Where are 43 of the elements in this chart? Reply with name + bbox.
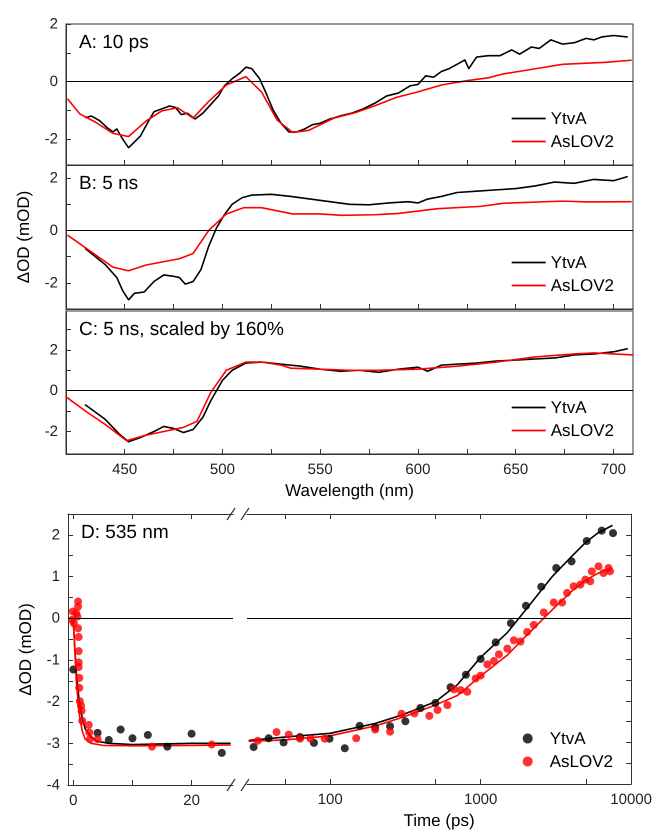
chart-title: A: 10 ps [79, 32, 149, 53]
y-axis-title: ΔOD (mOD) [14, 190, 33, 284]
y-tick-label: -1 [46, 651, 60, 668]
y-tick-label: -2 [44, 274, 58, 292]
y-tick-label: -4 [46, 776, 60, 794]
x-tick-label: 700 [600, 461, 626, 478]
y-tick-label: 0 [50, 382, 58, 400]
y-tick-label: 1 [52, 568, 60, 586]
legend-label: AsLOV2 [550, 752, 613, 771]
y-tick-label: -2 [44, 130, 58, 148]
legend-label: AsLOV2 [550, 421, 614, 440]
chart-title: B: 5 ns [79, 173, 138, 194]
x-tick-label: 650 [503, 461, 528, 478]
legend-label: YtvA [550, 253, 588, 272]
chart-title: C: 5 ns, scaled by 160% [79, 319, 284, 340]
y-tick-label: 2 [52, 526, 60, 544]
x-tick-label: 20 [183, 792, 200, 809]
y-tick-label: -2 [44, 423, 58, 440]
legend-label: YtvA [550, 729, 586, 748]
y-axis-title: ΔOD (mOD) [16, 603, 35, 696]
x-tick-label: 550 [308, 461, 333, 478]
x-tick-label: 1000 [464, 791, 498, 808]
legend-label: AsLOV2 [550, 276, 614, 295]
legend-label: YtvA [550, 109, 588, 128]
y-tick-label: -3 [46, 734, 60, 752]
x-tick-label: 450 [112, 461, 138, 478]
y-tick-label: 0 [52, 610, 60, 627]
x-tick-label: 500 [210, 461, 235, 478]
x-tick-label: 10000 [610, 791, 652, 808]
x-tick-label: 600 [405, 461, 430, 478]
x-tick-label: 100 [318, 791, 343, 808]
legend-label: YtvA [550, 398, 588, 417]
x-tick-label: 0 [69, 792, 78, 809]
y-tick-label: 0 [50, 73, 58, 90]
legend-label: AsLOV2 [550, 132, 614, 151]
y-tick-label: 2 [50, 170, 58, 187]
y-tick-label: 2 [50, 341, 58, 358]
y-tick-label: 0 [50, 222, 58, 239]
x-axis-title: Time (ps) [403, 811, 475, 830]
x-axis-title: Wavelength (nm) [285, 481, 414, 500]
chart-title: D: 535 nm [81, 522, 169, 543]
y-tick-label: 2 [50, 16, 58, 32]
y-tick-label: -2 [46, 693, 60, 710]
